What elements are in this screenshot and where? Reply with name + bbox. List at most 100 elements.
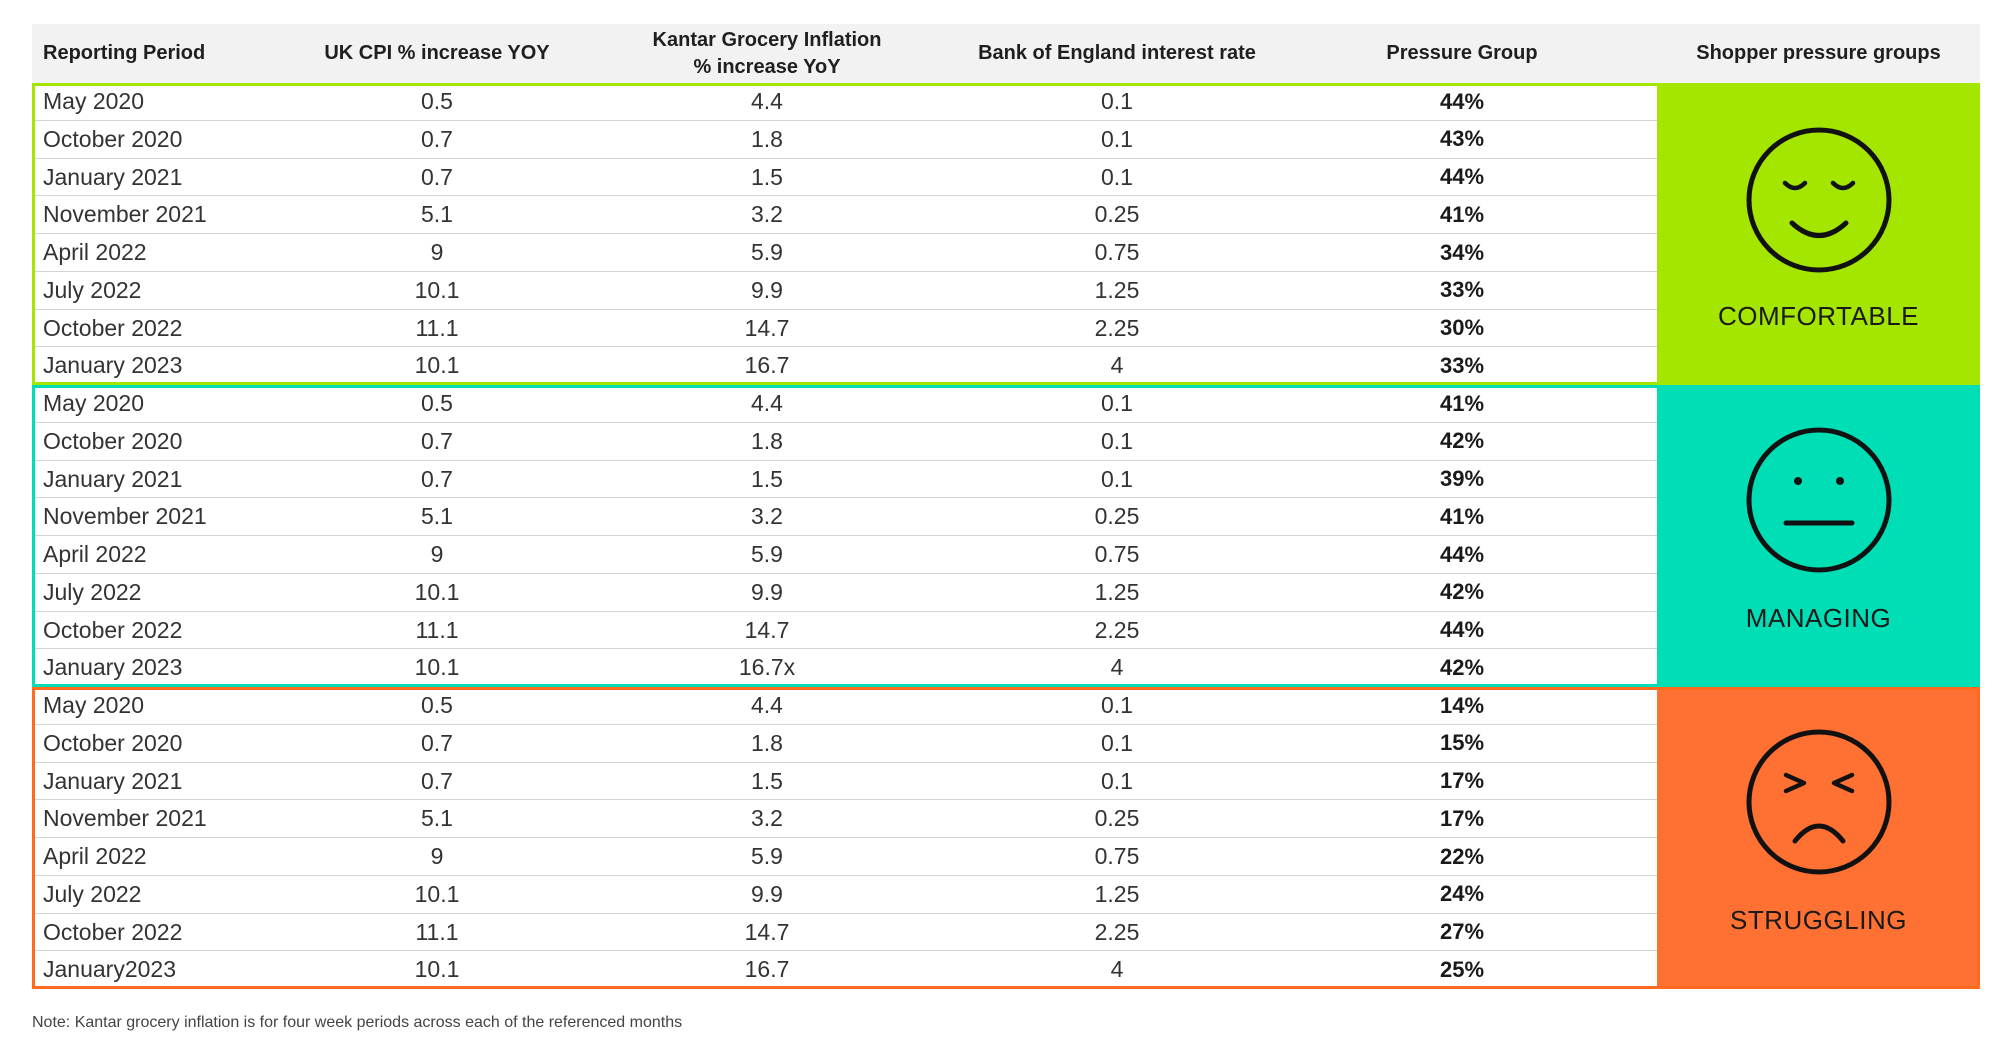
cell-boe-rate: 4 (1110, 352, 1124, 379)
cell-kantar-inflation: 1.5 (751, 465, 783, 492)
cell-reporting-period: January2023 (43, 956, 176, 983)
cell-pressure-group: 43% (1439, 126, 1485, 152)
cell-boe-rate: 0.25 (1094, 805, 1140, 832)
cell-boe-rate: 0.1 (1101, 125, 1133, 152)
smiling-face-icon (1742, 123, 1896, 277)
cell-reporting-period: November 2021 (43, 805, 207, 832)
cell-kantar-inflation: 14.7 (744, 616, 790, 643)
group-rows: May 2020 0.5 4.4 0.1 14% October 2020 0.7 1.8 0.… (32, 687, 1657, 989)
cell-kantar-inflation: 9.9 (751, 276, 783, 303)
cell-reporting-period: November 2021 (43, 201, 207, 228)
cell-reporting-period: April 2022 (43, 541, 147, 567)
cell-kantar-inflation: 5.9 (751, 239, 783, 265)
cell-reporting-period: October 2022 (43, 616, 183, 643)
cell-reporting-period: January 2021 (43, 767, 183, 794)
cell-reporting-period: April 2022 (43, 843, 147, 869)
cell-pressure-group: 22% (1439, 843, 1485, 869)
cell-kantar-inflation: 9.9 (751, 880, 783, 907)
pressure-group-panel: MANAGING (1657, 385, 1980, 687)
cell-kantar-inflation: 16.7x (738, 654, 796, 681)
cell-pressure-group: 15% (1439, 730, 1485, 756)
cell-pressure-group: 41% (1439, 503, 1485, 529)
cell-uk-cpi: 11.1 (415, 314, 459, 341)
cell-uk-cpi: 0.7 (421, 767, 453, 794)
cell-reporting-period: July 2022 (43, 276, 142, 303)
cell-reporting-period: July 2022 (43, 880, 142, 907)
cell-uk-cpi: 5.1 (421, 503, 453, 530)
cell-uk-cpi: 0.7 (421, 125, 453, 152)
cell-pressure-group: 44% (1439, 88, 1485, 114)
cell-boe-rate: 2.25 (1094, 616, 1140, 643)
table-row: May 2020 0.5 4.4 0.1 44% (32, 83, 1657, 121)
cell-pressure-group: 33% (1439, 352, 1485, 378)
cell-reporting-period: November 2021 (43, 503, 207, 530)
cell-kantar-inflation: 5.9 (751, 541, 783, 567)
cell-reporting-period: May 2020 (43, 692, 145, 718)
cell-uk-cpi: 10.1 (414, 654, 460, 681)
cell-uk-cpi: 0.5 (421, 88, 453, 114)
cell-reporting-period: October 2020 (43, 427, 183, 454)
cell-reporting-period: January 2021 (43, 163, 183, 190)
cell-boe-rate: 1.25 (1094, 276, 1140, 303)
pressure-group-label: MANAGING (1745, 603, 1892, 633)
pressure-group-panel: COMFORTABLE (1657, 83, 1980, 385)
cell-pressure-group: 44% (1439, 164, 1485, 189)
table-row: July 2022 10.1 9.9 1.25 42% (32, 574, 1657, 612)
group-rows: May 2020 0.5 4.4 0.1 41% October 2020 0.7 1.8 0.… (32, 385, 1657, 687)
cell-pressure-group: 25% (1439, 956, 1485, 982)
table-body: May 2020 0.5 4.4 0.1 44% October 2020 0.7 1.8 0.… (32, 83, 1980, 989)
cell-kantar-inflation: 9.9 (751, 578, 783, 605)
cell-boe-rate: 0.1 (1101, 427, 1133, 454)
cell-pressure-group: 30% (1439, 315, 1485, 340)
cell-boe-rate: 2.25 (1094, 314, 1140, 341)
pressure-group-panel: STRUGGLING (1657, 687, 1980, 989)
cell-pressure-group: 33% (1439, 277, 1485, 303)
table-row: November 2021 5.1 3.2 0.25 41% (32, 196, 1657, 234)
cell-uk-cpi: 11.1 (415, 918, 459, 945)
cell-kantar-inflation: 1.8 (751, 427, 783, 454)
header-shopper-pressure-groups: Shopper pressure groups (1696, 42, 1941, 64)
cell-pressure-group: 24% (1439, 881, 1485, 907)
footnote: Note: Kantar grocery inflation is for fo… (32, 1014, 683, 1031)
cell-reporting-period: January 2021 (43, 465, 183, 492)
cell-boe-rate: 0.25 (1094, 201, 1140, 228)
table-row: July 2022 10.1 9.9 1.25 33% (32, 272, 1657, 310)
group-rows: May 2020 0.5 4.4 0.1 44% October 2020 0.7 1.8 0.… (32, 83, 1657, 385)
table-header: Reporting Period UK CPI % increase YOY K… (32, 24, 1980, 83)
cell-kantar-inflation: 1.8 (751, 729, 783, 756)
table-row: January2023 10.1 16.7 4 25% (32, 951, 1657, 989)
cell-pressure-group: 17% (1439, 768, 1485, 793)
table-row: October 2022 11.1 14.7 2.25 44% (32, 612, 1657, 650)
table-row: November 2021 5.1 3.2 0.25 41% (32, 498, 1657, 536)
cell-boe-rate: 0.75 (1094, 239, 1140, 265)
cell-kantar-inflation: 3.2 (751, 503, 783, 530)
cell-boe-rate: 0.75 (1094, 843, 1140, 869)
table-row: November 2021 5.1 3.2 0.25 17% (32, 800, 1657, 838)
cell-boe-rate: 4 (1110, 654, 1124, 681)
cell-kantar-inflation: 16.7 (744, 352, 790, 379)
cell-boe-rate: 0.1 (1101, 729, 1133, 756)
cell-boe-rate: 0.1 (1101, 88, 1133, 114)
cell-reporting-period: October 2022 (43, 314, 183, 341)
cell-uk-cpi: 0.5 (421, 390, 453, 416)
cell-reporting-period: January 2023 (43, 654, 183, 681)
cell-pressure-group: 44% (1439, 541, 1485, 567)
cell-kantar-inflation: 5.9 (751, 843, 783, 869)
table-row: April 2022 9 5.9 0.75 44% (32, 536, 1657, 574)
cell-kantar-inflation: 1.5 (751, 767, 783, 794)
group-comfortable: May 2020 0.5 4.4 0.1 44% October 2020 0.7 1.8 0.… (32, 83, 1980, 385)
cell-pressure-group: 34% (1439, 239, 1485, 265)
pressure-group-label: STRUGGLING (1730, 905, 1907, 935)
cell-uk-cpi: 0.7 (421, 427, 453, 454)
cell-boe-rate: 0.1 (1101, 465, 1133, 492)
cell-kantar-inflation: 14.7 (744, 918, 790, 945)
cell-boe-rate: 2.25 (1094, 918, 1140, 945)
cell-uk-cpi: 9 (430, 541, 444, 567)
cell-pressure-group: 44% (1439, 617, 1485, 642)
table-row: October 2020 0.7 1.8 0.1 42% (32, 423, 1657, 461)
table-row: May 2020 0.5 4.4 0.1 41% (32, 385, 1657, 423)
cell-kantar-inflation: 4.4 (751, 390, 783, 416)
cell-uk-cpi: 10.1 (414, 578, 460, 605)
cell-uk-cpi: 5.1 (421, 805, 453, 832)
group-struggling: May 2020 0.5 4.4 0.1 14% October 2020 0.7 1.8 0.… (32, 687, 1980, 989)
